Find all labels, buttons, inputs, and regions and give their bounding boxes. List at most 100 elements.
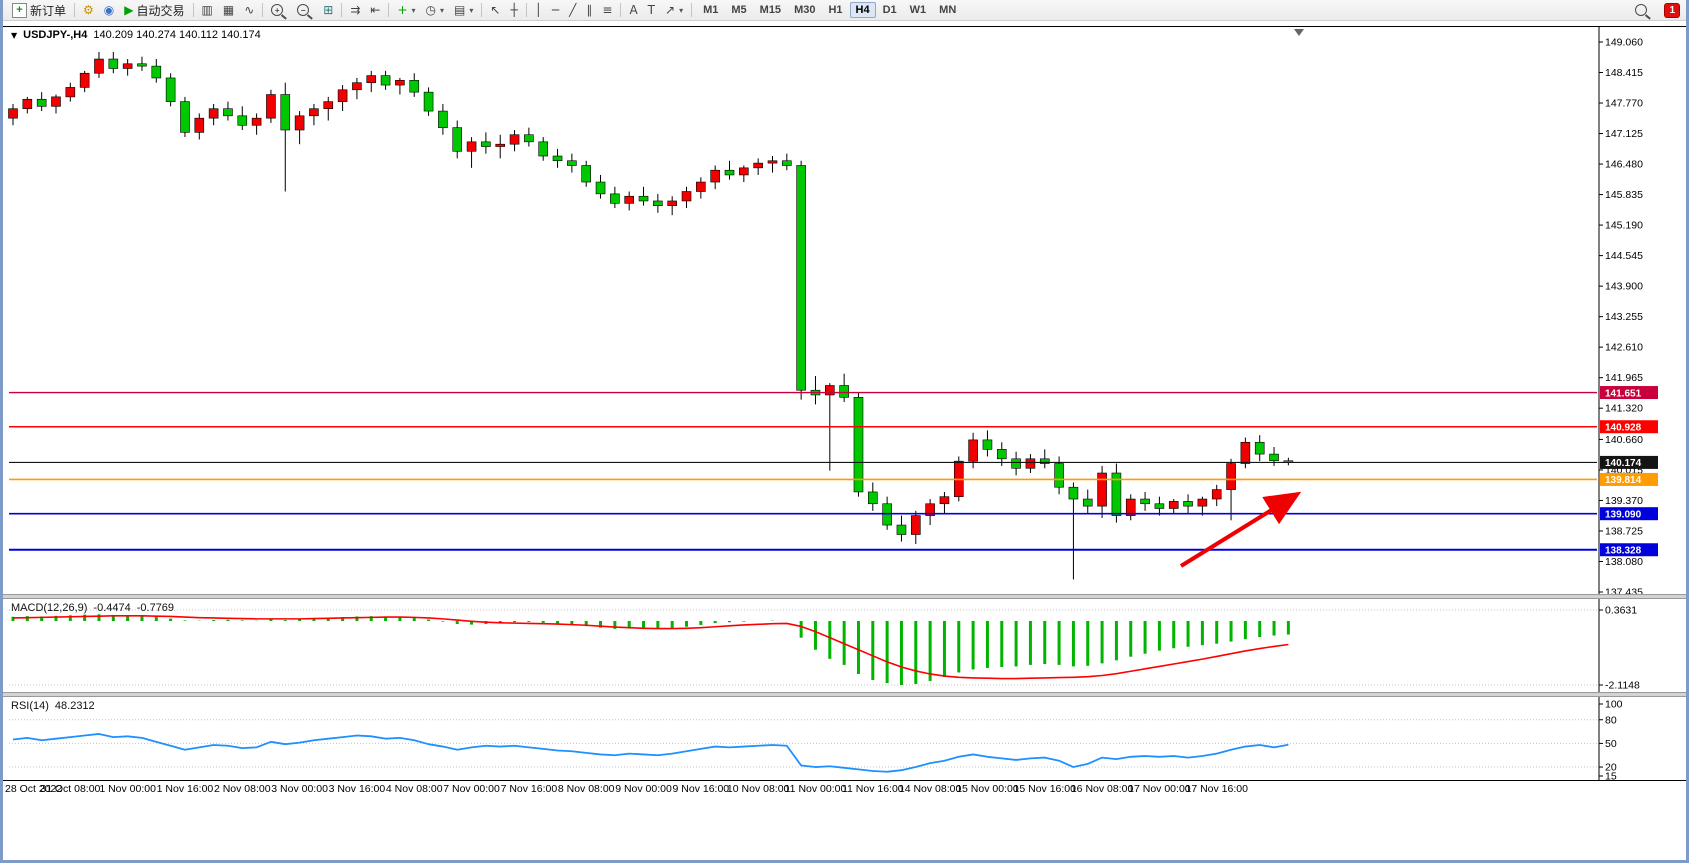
candle-bull (208, 108, 219, 119)
line-chart-button[interactable]: ∿ (239, 0, 259, 20)
candle-bear (223, 108, 233, 117)
timeframe-button-mn[interactable]: MN (939, 4, 957, 16)
candle-bull (309, 108, 319, 117)
candle-bear (724, 169, 735, 176)
indicators-button[interactable]: + ▾ (392, 0, 420, 20)
rsi-axis-label: 100 (1605, 699, 1623, 711)
candle-bull (509, 134, 520, 145)
candle-bear (481, 141, 491, 147)
timeframe-button-h1[interactable]: H1 (828, 4, 843, 16)
price-tag-label: 139.814 (1605, 475, 1642, 486)
periods-button[interactable]: ◷ ▾ (421, 0, 450, 20)
trend-arrow-annotation[interactable] (1179, 491, 1302, 568)
vertical-line-button[interactable]: │ (530, 0, 547, 20)
time-axis-label: 3 Nov 16:00 (329, 783, 386, 795)
chart-shift-marker[interactable] (1294, 29, 1304, 36)
crosshair-icon: ┼ (510, 3, 518, 17)
candle-bear (380, 75, 391, 86)
trendline-button[interactable]: ╱ (564, 0, 581, 20)
candle-bear (1039, 458, 1050, 464)
candlestick-chart-icon: ▦ (222, 3, 235, 17)
candle-bull (22, 98, 33, 110)
candlestick-chart-button[interactable]: ▦ (218, 0, 239, 20)
candle-bull (1197, 498, 1208, 507)
price-tag-140.928 (1600, 420, 1658, 434)
candle-bear (839, 385, 849, 398)
time-axis-label: 8 Nov 08:00 (558, 783, 615, 795)
separator-macd-rsi[interactable] (3, 692, 1689, 697)
timeframe-button-m30[interactable]: M30 (794, 4, 816, 16)
text-label-button[interactable]: T (643, 0, 660, 20)
zoom-out-icon: − (297, 4, 310, 16)
candle-bear (1254, 441, 1265, 455)
price-tag-139.814 (1600, 472, 1658, 486)
metaeditor-button[interactable]: ⚙ (78, 0, 99, 20)
timeframe-button-w1[interactable]: W1 (909, 4, 927, 16)
autotrading-button[interactable]: ▶ 自动交易 (119, 0, 189, 20)
candle-bull (294, 115, 305, 131)
text-icon: A (629, 3, 638, 17)
fibonacci-button[interactable]: ≡ (597, 0, 617, 20)
templates-icon: ▤ (454, 3, 466, 17)
new-order-button[interactable]: + 新订单 (7, 0, 71, 20)
price-axis-label: 149.060 (1605, 37, 1643, 49)
chart-shift-icon: ⇤ (370, 3, 381, 17)
time-axis-label: 17 Nov 16:00 (1185, 783, 1248, 795)
arrows-button[interactable]: ↗ ▾ (660, 0, 688, 20)
horizontal-line-button[interactable]: ─ (547, 0, 564, 20)
channel-button[interactable]: ∥ (581, 0, 597, 20)
separator-main-macd[interactable] (3, 594, 1689, 599)
candle-bear (423, 91, 434, 112)
price-axis-label: 143.900 (1605, 281, 1643, 293)
timeframe-button-m15[interactable]: M15 (759, 4, 782, 16)
candle-bull (1240, 441, 1251, 464)
chart-canvas[interactable]: 149.060 148.415 147.770 147.125 146.480 145.8… (3, 20, 1689, 860)
crosshair-button[interactable]: ┼ (505, 0, 522, 20)
candle-bull (251, 117, 262, 126)
cursor-icon: ↖ (490, 3, 501, 17)
text-button[interactable]: A (624, 0, 642, 20)
toolbar-separator (262, 3, 264, 17)
timeframe-button-m5[interactable]: M5 (731, 4, 747, 16)
cursor-button[interactable]: ↖ (485, 0, 505, 20)
chart-shift-button[interactable]: ⇤ (365, 0, 385, 20)
rsi-line (12, 733, 1289, 773)
timeframe-button-m1[interactable]: M1 (703, 4, 719, 16)
zoom-out-button[interactable]: − (292, 0, 318, 20)
dropdown-caret-icon: ▾ (469, 5, 474, 15)
candle-bear (1111, 472, 1122, 516)
timeframe-button-d1[interactable]: D1 (882, 4, 897, 16)
rsi-name: RSI(14) (11, 700, 49, 712)
candle-bull (1025, 458, 1036, 469)
time-axis-label: 1 Nov 16:00 (157, 783, 214, 795)
candle-bull (1168, 501, 1179, 509)
toolbar-separator (388, 3, 390, 17)
time-axis-label: 16 Nov 08:00 (1071, 783, 1134, 795)
tile-windows-button[interactable]: ⊞ (318, 0, 338, 20)
candle-bear (982, 439, 993, 450)
arrows-icon: ↗ (665, 3, 676, 17)
auto-scroll-button[interactable]: ⇉ (345, 0, 365, 20)
search-button[interactable] (1630, 0, 1656, 20)
toolbar-separator (192, 3, 194, 17)
templates-button[interactable]: ▤ ▾ (449, 0, 478, 20)
collapse-icon[interactable]: ▼ (11, 30, 18, 40)
time-axis-label: 11 Nov 00:00 (785, 783, 847, 795)
candle-bull (1097, 472, 1107, 507)
time-axis-label: 4 Nov 08:00 (386, 783, 443, 795)
candle-bear (581, 165, 592, 183)
timeframe-button-h4[interactable]: H4 (849, 2, 876, 18)
candle-bull (8, 108, 18, 119)
zoom-in-icon: + (271, 4, 284, 16)
timeframe-group: M1 M5 M15 M30 H1 H4 D1 W1 MN (697, 2, 962, 18)
candle-bear (1183, 501, 1193, 507)
price-axis-label: 143.255 (1605, 311, 1643, 323)
notification-badge[interactable]: 1 (1664, 2, 1680, 18)
mql5-community-button[interactable]: ◉ (99, 0, 119, 20)
time-axis-label: 17 Nov 00:00 (1128, 783, 1191, 795)
macd-name: MACD(12,26,9) (11, 602, 88, 614)
bar-chart-button[interactable]: ▥ (197, 0, 218, 20)
candle-bear (782, 160, 792, 166)
zoom-in-button[interactable]: + (266, 0, 292, 20)
